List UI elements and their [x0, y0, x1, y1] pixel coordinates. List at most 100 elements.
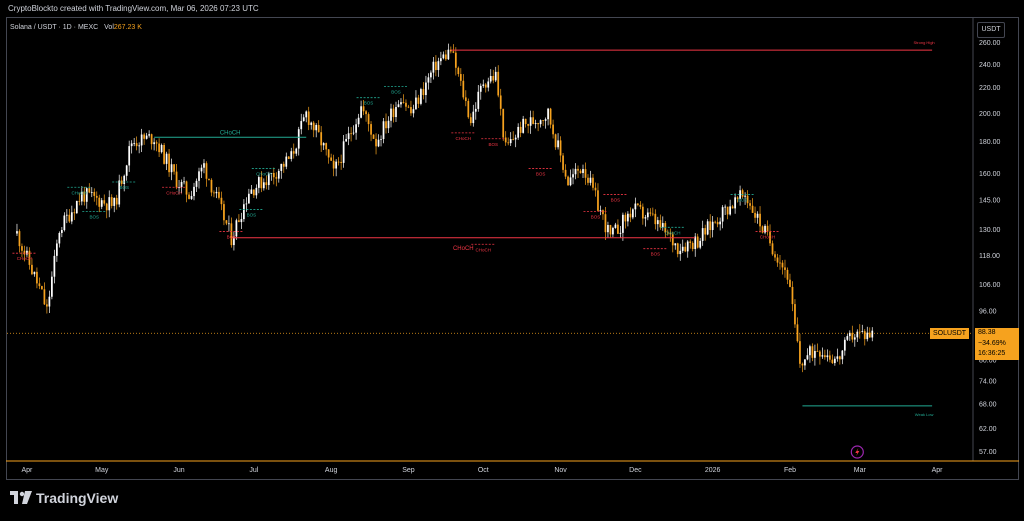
candle-body: [185, 181, 188, 195]
candle-body: [477, 91, 480, 109]
annotation-label: BOS: [119, 185, 129, 190]
candle-body: [432, 61, 435, 73]
candle-body: [694, 236, 697, 250]
candle-body: [135, 143, 138, 147]
candle-body: [836, 356, 839, 359]
candle-body: [482, 84, 485, 86]
candle-body: [252, 189, 255, 196]
candle-body: [345, 139, 347, 142]
candle-body: [440, 58, 442, 62]
candle-body: [415, 97, 417, 110]
annotation-label: CHoCH: [476, 247, 492, 252]
candle-body: [170, 164, 173, 173]
candle-body: [235, 220, 238, 237]
candle-body: [118, 180, 121, 205]
candle-body: [804, 359, 806, 366]
candle-body: [651, 213, 654, 215]
currency-button[interactable]: USDT: [977, 22, 1005, 38]
candle-body: [729, 206, 731, 215]
candle-body: [360, 106, 362, 118]
candle-body: [300, 121, 303, 130]
candle-body: [43, 289, 46, 305]
x-tick-label: Dec: [629, 467, 642, 474]
price-tag-countdown: 16:36:25: [978, 350, 1006, 358]
annotation-label: BOS: [90, 214, 100, 219]
candle-body: [644, 217, 647, 219]
candle-body: [848, 332, 851, 337]
candle-body: [48, 296, 51, 307]
candle-body: [340, 161, 343, 163]
candle-body: [85, 188, 88, 202]
candle-body: [574, 168, 577, 175]
last-price-marker: SOLUSDT 88.38 −34.69% 16:36:25: [930, 328, 1019, 361]
structure-level-label: CHoCH: [220, 130, 241, 136]
candle-body: [402, 102, 405, 103]
candle-body: [125, 165, 128, 176]
candle-body: [502, 108, 505, 138]
x-tick-label: Nov: [554, 467, 567, 474]
y-tick-label: 106.00: [979, 282, 1001, 289]
candle-body: [577, 168, 579, 171]
candle-body: [442, 54, 445, 59]
candle-body: [370, 124, 372, 135]
candle-body: [649, 212, 652, 214]
candle-body: [636, 203, 639, 205]
candle-body: [165, 153, 168, 164]
candle-body: [138, 145, 141, 147]
candle-body: [704, 228, 707, 235]
candle-body: [272, 173, 275, 178]
candle-body: [724, 206, 727, 208]
candle-body: [809, 346, 811, 356]
candle-body: [372, 134, 375, 139]
candle-body: [751, 205, 754, 213]
candle-body: [557, 140, 559, 148]
candle-body: [719, 221, 722, 225]
candle-body: [759, 213, 761, 227]
candle-body: [863, 331, 866, 340]
annotation-label: CHoCH: [72, 190, 88, 195]
candle-body: [739, 190, 741, 199]
candle-body: [53, 255, 56, 277]
candle-body: [622, 214, 624, 233]
candle-body: [367, 114, 370, 125]
candle-body: [377, 139, 380, 147]
y-tick-label: 62.00: [979, 426, 997, 433]
price-chart[interactable]: 57.0062.0068.0074.0080.0088.0096.00106.0…: [0, 0, 1024, 480]
candle-body: [335, 161, 338, 169]
candle-body: [322, 143, 325, 146]
candle-body: [21, 246, 23, 251]
candle-body: [417, 97, 420, 104]
candle-body: [46, 304, 48, 307]
candle-body: [689, 241, 692, 243]
candle-body: [676, 243, 679, 255]
candle-body: [594, 187, 597, 191]
candle-body: [198, 171, 200, 181]
candle-body: [178, 187, 180, 189]
candle-body: [327, 149, 330, 158]
price-tag-symbol: SOLUSDT: [930, 328, 970, 340]
candle-body: [833, 358, 836, 364]
candle-body: [547, 108, 549, 120]
tradingview-logo[interactable]: TradingView: [10, 490, 118, 506]
candle-body: [18, 231, 21, 247]
candles-group: [16, 43, 874, 373]
candle-body: [188, 194, 190, 199]
structure-level-label: Weak Low: [915, 412, 934, 417]
annotation-label: BOS: [364, 101, 374, 106]
symbol-legend[interactable]: Solana / USDT · 1D · MEXC Vol267.23 K: [10, 24, 142, 31]
candle-body: [589, 177, 592, 183]
candle-body: [514, 137, 517, 140]
structure-level-label: Strong High: [914, 40, 935, 45]
candle-body: [522, 118, 525, 133]
candle-body: [290, 151, 293, 159]
candle-body: [494, 71, 497, 81]
candle-body: [55, 243, 58, 256]
candle-body: [297, 129, 300, 149]
candle-body: [93, 191, 96, 196]
candle-body: [362, 106, 365, 112]
candle-body: [305, 111, 308, 118]
candle-body: [592, 177, 594, 188]
candle-body: [375, 138, 377, 147]
candle-body: [838, 356, 841, 360]
candle-body: [779, 262, 781, 264]
